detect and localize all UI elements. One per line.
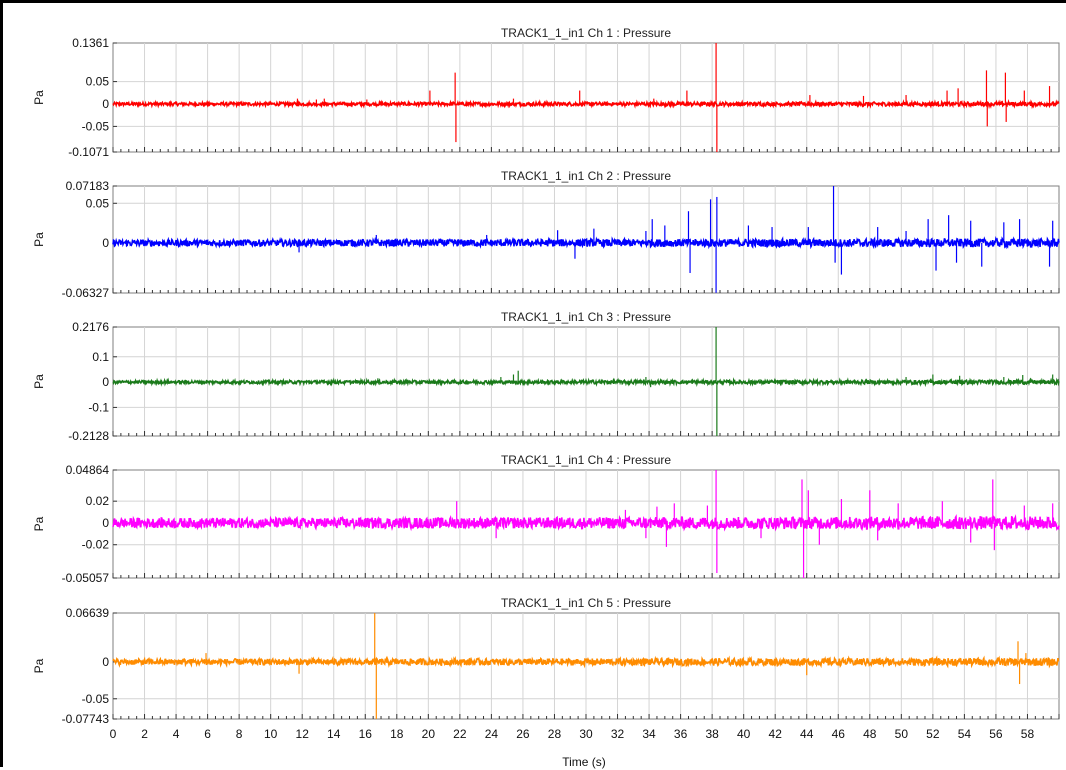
y-tick-label: 0.05 xyxy=(86,75,110,89)
y-tick-label: 0.05 xyxy=(86,196,110,210)
x-axis-label: Time (s) xyxy=(562,755,606,769)
x-tick-label: 36 xyxy=(674,727,688,741)
x-tick-label: 46 xyxy=(832,727,846,741)
y-tick-label: 0.2176 xyxy=(72,320,109,334)
x-tick-label: 2 xyxy=(141,727,148,741)
x-tick-label: 24 xyxy=(485,727,499,741)
y-tick-label: -0.05057 xyxy=(62,571,110,585)
panel-title: TRACK1_1_in1 Ch 1 : Pressure xyxy=(501,26,671,40)
y-tick-label: 0 xyxy=(102,516,109,530)
y-tick-label: -0.06327 xyxy=(62,286,110,300)
x-tick-label: 4 xyxy=(173,727,180,741)
panel-title: TRACK1_1_in1 Ch 5 : Pressure xyxy=(501,596,671,610)
multi-channel-chart: TRACK1_1_in1 Ch 1 : Pressure0.13610.050-… xyxy=(32,26,1060,769)
y-axis-label: Pa xyxy=(32,90,46,105)
y-tick-label: 0.1361 xyxy=(72,36,109,50)
y-tick-label: -0.07743 xyxy=(62,712,110,726)
x-tick-label: 10 xyxy=(264,727,278,741)
x-tick-label: 32 xyxy=(611,727,625,741)
x-tick-label: 54 xyxy=(958,727,972,741)
x-tick-label: 50 xyxy=(895,727,909,741)
y-tick-label: 0 xyxy=(102,236,109,250)
chart-panel-5: TRACK1_1_in1 Ch 5 : Pressure 0.06639 0 -0.0… xyxy=(32,596,1060,726)
x-tick-label: 0 xyxy=(110,727,117,741)
x-tick-label: 12 xyxy=(296,727,310,741)
panel-title: TRACK1_1_in1 Ch 4 : Pressure xyxy=(501,453,671,467)
signal-trace xyxy=(112,655,1060,669)
y-tick-label: 0.04864 xyxy=(66,463,110,477)
y-tick-label: 0.07183 xyxy=(66,179,110,193)
signal-trace xyxy=(112,377,1060,388)
signal-trace xyxy=(112,236,1060,250)
panel-title: TRACK1_1_in1 Ch 3 : Pressure xyxy=(501,310,671,324)
y-axis-label: Pa xyxy=(32,374,46,389)
y-tick-label: -0.05 xyxy=(82,119,110,133)
x-tick-label: 42 xyxy=(769,727,783,741)
x-tick-label: 18 xyxy=(390,727,404,741)
chart-panel-3: TRACK1_1_in1 Ch 3 : Pressure 0.2176 0.1 0 -0… xyxy=(32,310,1060,443)
x-tick-label: 48 xyxy=(863,727,877,741)
panel-title: TRACK1_1_in1 Ch 2 : Pressure xyxy=(501,169,671,183)
x-tick-label: 30 xyxy=(579,727,593,741)
y-tick-label: -0.1 xyxy=(88,400,109,414)
x-tick-label: 38 xyxy=(705,727,719,741)
signal-trace xyxy=(112,513,1060,532)
x-tick-label: 16 xyxy=(359,727,373,741)
x-tick-label: 34 xyxy=(642,727,656,741)
y-tick-label: -0.2128 xyxy=(68,429,109,443)
x-tick-label: 8 xyxy=(236,727,243,741)
y-tick-label: 0.02 xyxy=(86,494,110,508)
chart-panel-2: TRACK1_1_in1 Ch 2 : Pressure 0.07183 0.05 0… xyxy=(32,169,1060,300)
x-tick-label: 56 xyxy=(989,727,1003,741)
x-tick-label: 58 xyxy=(1021,727,1035,741)
y-tick-label: 0 xyxy=(102,375,109,389)
chart-panel-4: TRACK1_1_in1 Ch 4 : Pressure 0.04864 0.02 0… xyxy=(32,453,1060,585)
x-tick-label: 26 xyxy=(516,727,530,741)
y-axis-label: Pa xyxy=(32,232,46,247)
x-tick-label: 6 xyxy=(204,727,211,741)
chart-panel-1: TRACK1_1_in1 Ch 1 : Pressure 0.1361 0.05 0 -… xyxy=(32,26,1060,159)
x-tick-label: 40 xyxy=(737,727,751,741)
x-tick-label: 20 xyxy=(422,727,436,741)
y-tick-label: 0.06639 xyxy=(66,606,110,620)
x-tick-label: 44 xyxy=(800,727,814,741)
x-tick-label: 52 xyxy=(926,727,940,741)
y-tick-label: 0 xyxy=(102,655,109,669)
y-tick-label: 0 xyxy=(102,97,109,111)
y-axis-label: Pa xyxy=(32,516,46,531)
y-tick-label: 0.1 xyxy=(92,350,109,364)
x-tick-label: 14 xyxy=(327,727,341,741)
y-tick-label: -0.02 xyxy=(82,538,110,552)
x-tick-label: 28 xyxy=(548,727,562,741)
y-tick-label: -0.1071 xyxy=(68,145,109,159)
signal-trace xyxy=(112,98,1060,110)
y-tick-label: -0.05 xyxy=(82,692,110,706)
y-axis-label: Pa xyxy=(32,658,46,673)
x-tick-label: 22 xyxy=(453,727,467,741)
